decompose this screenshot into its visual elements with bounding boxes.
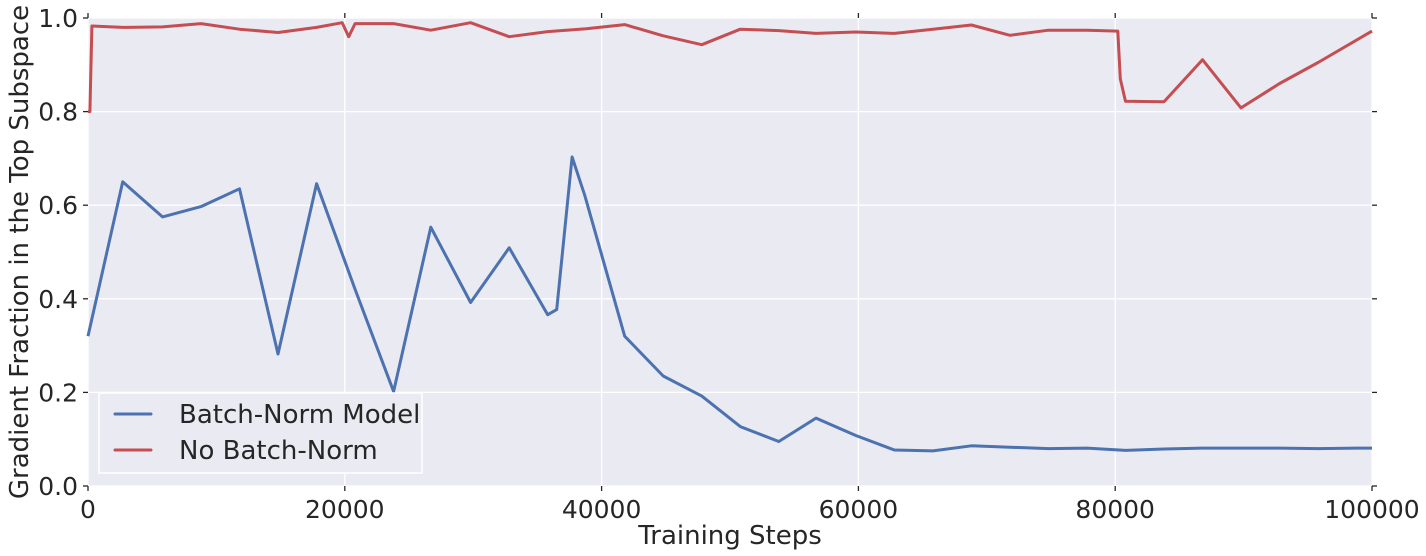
legend-label-batch-norm: Batch-Norm Model xyxy=(179,400,420,430)
x-tick-label: 80000 xyxy=(1075,495,1155,524)
series-line-batch-norm xyxy=(86,155,1372,453)
x-tick-label: 20000 xyxy=(305,495,385,524)
y-tick-label: 0.6 xyxy=(38,191,78,220)
series-layer xyxy=(86,21,1373,453)
y-tick-label: 1.0 xyxy=(38,4,78,33)
x-tick-label: 100000 xyxy=(1324,495,1419,524)
series-line-no-batch-norm xyxy=(88,21,1373,114)
legend: Batch-Norm Model No Batch-Norm xyxy=(98,392,423,474)
y-tick-label: 0.8 xyxy=(38,98,78,127)
legend-label-no-batch-norm: No Batch-Norm xyxy=(179,436,378,466)
y-tick-label: 0.4 xyxy=(38,285,78,314)
tick-labels: 0 20000 40000 60000 80000 100000 0.0 0.2 0.4 0.6 0… xyxy=(38,4,1419,524)
x-tick-label: 60000 xyxy=(819,495,899,524)
axis-ticks xyxy=(83,13,1377,491)
x-axis-label: Training Steps xyxy=(637,521,822,551)
y-axis-label: Gradient Fraction in the Top Subspace xyxy=(5,5,35,499)
y-tick-label: 0.0 xyxy=(38,472,78,501)
legend-frame xyxy=(98,392,423,474)
y-tick-label: 0.2 xyxy=(38,378,78,407)
x-tick-label: 40000 xyxy=(562,495,642,524)
x-tick-label: 0 xyxy=(80,495,96,524)
